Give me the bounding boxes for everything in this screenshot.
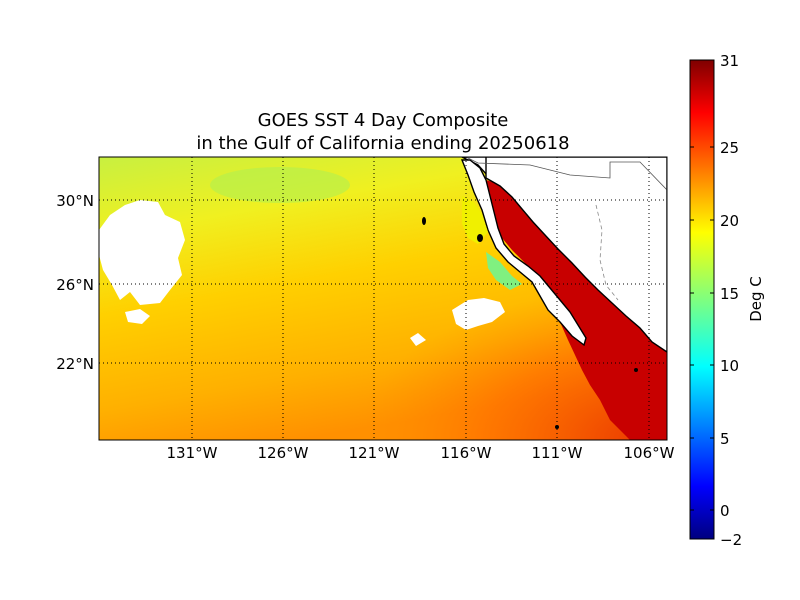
lon-label: 126°W (258, 444, 309, 462)
colorbar-tick: 31 (720, 52, 739, 70)
colorbar-gradient (689, 59, 715, 540)
state-border (595, 204, 619, 301)
lon-label: 131°W (167, 444, 218, 462)
graticule (99, 157, 667, 440)
colorbar-tick: −2 (720, 531, 742, 549)
map-frame (98, 156, 668, 441)
island-marias (634, 368, 638, 372)
lon-label: 116°W (441, 444, 492, 462)
colorbar-tick: 15 (720, 285, 739, 303)
lon-label: 111°W (532, 444, 583, 462)
colorbar-tick: 0 (720, 502, 730, 520)
baja-california-peninsula (460, 159, 587, 347)
colorbar: 31 25 20 15 10 5 0 −2 Deg C (689, 52, 765, 549)
island-guadalupe (422, 217, 426, 225)
colorbar-tick: 25 (720, 139, 739, 157)
sst-map-panel (99, 157, 667, 440)
cool-water-north (210, 167, 350, 203)
map-title-line-2: in the Gulf of California ending 2025061… (196, 133, 570, 154)
lon-label: 106°W (624, 444, 675, 462)
map-title-line-1: GOES SST 4 Day Composite (257, 110, 509, 131)
cloud-mask (99, 200, 505, 346)
colorbar-tick: 5 (720, 430, 730, 448)
lat-label: 30°N (56, 192, 94, 210)
lat-labels: 30°N 26°N 22°N (56, 192, 94, 373)
vizcaino-coastal-water (462, 196, 488, 244)
colorbar-tick: 20 (720, 212, 739, 230)
colorbar-tick: 10 (720, 357, 739, 375)
island-socorro (555, 425, 559, 429)
lon-labels: 131°W 126°W 121°W 116°W 111°W 106°W (167, 444, 675, 462)
lat-label: 26°N (56, 276, 94, 294)
gulf-of-california-water (486, 180, 667, 440)
lat-label: 22°N (56, 355, 94, 373)
us-mexico-border (465, 157, 667, 191)
colorbar-label: Deg C (747, 276, 765, 322)
island-cedros (477, 234, 483, 242)
lon-label: 121°W (349, 444, 400, 462)
cool-upwelling-patch (486, 252, 522, 290)
